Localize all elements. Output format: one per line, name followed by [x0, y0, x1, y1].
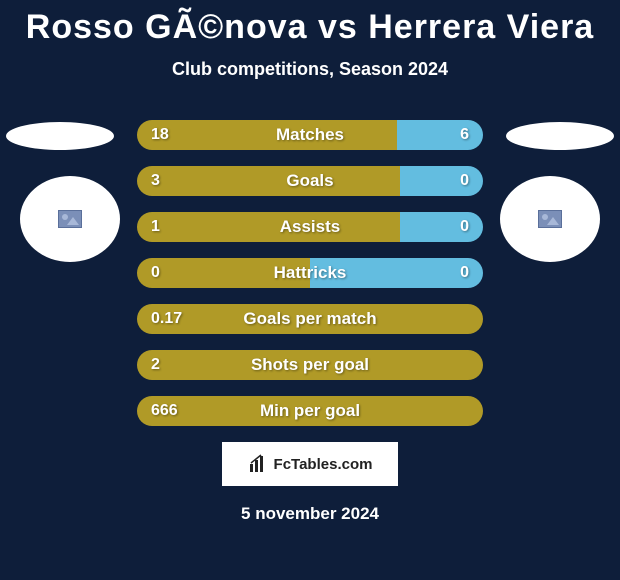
image-placeholder-icon: [538, 210, 562, 228]
stat-seg-player2: [400, 166, 483, 196]
stat-value-player1: 1: [151, 212, 160, 242]
stat-seg-player2: [400, 212, 483, 242]
stat-value-player2: 0: [460, 258, 469, 288]
team-flag-right: [506, 122, 614, 150]
stat-row: 10Assists: [137, 212, 483, 242]
date-text: 5 november 2024: [0, 504, 620, 524]
stat-label: Min per goal: [137, 396, 483, 426]
stat-value-player1: 0: [151, 258, 160, 288]
stat-row: 186Matches: [137, 120, 483, 150]
stat-seg-player1: [137, 212, 400, 242]
chart-icon: [248, 454, 268, 474]
stat-value-player1: 3: [151, 166, 160, 196]
stat-row: 666Min per goal: [137, 396, 483, 426]
stat-row: 00Hattricks: [137, 258, 483, 288]
stat-label: Goals per match: [137, 304, 483, 334]
stat-value-player1: 666: [151, 396, 178, 426]
footer-brand-text: FcTables.com: [274, 456, 373, 473]
stats-bars: 186Matches30Goals10Assists00Hattricks0.1…: [137, 120, 483, 426]
stat-value-player1: 0.17: [151, 304, 182, 334]
stat-seg-player2: [397, 120, 484, 150]
stat-value-player2: 6: [460, 120, 469, 150]
stat-value-player1: 2: [151, 350, 160, 380]
stat-seg-player1: [137, 120, 397, 150]
stat-row: 30Goals: [137, 166, 483, 196]
team-flag-left: [6, 122, 114, 150]
stat-seg-player1: [137, 166, 400, 196]
footer-brand-box: FcTables.com: [222, 442, 398, 486]
stat-value-player2: 0: [460, 212, 469, 242]
stat-row: 2Shots per goal: [137, 350, 483, 380]
image-placeholder-icon: [58, 210, 82, 228]
stat-row: 0.17Goals per match: [137, 304, 483, 334]
stat-label: Shots per goal: [137, 350, 483, 380]
stat-seg-player1: [137, 258, 310, 288]
player-photo-left: [20, 176, 120, 262]
page-title: Rosso GÃ©nova vs Herrera Viera: [0, 8, 620, 47]
subtitle: Club competitions, Season 2024: [0, 59, 620, 80]
stat-value-player2: 0: [460, 166, 469, 196]
stat-seg-player2: [310, 258, 483, 288]
player-photo-right: [500, 176, 600, 262]
stat-value-player1: 18: [151, 120, 169, 150]
